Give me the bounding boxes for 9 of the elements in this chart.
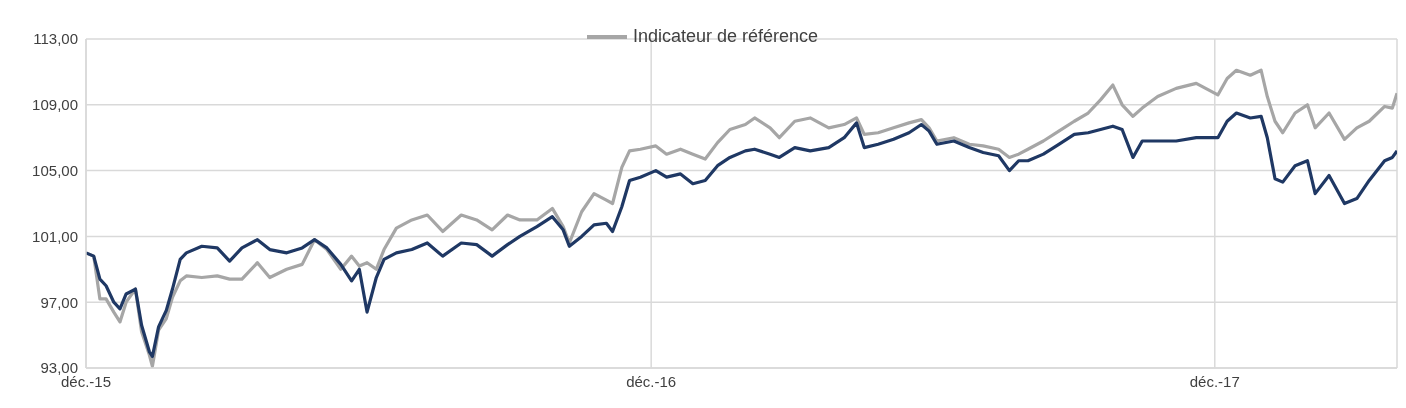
y-tick-label: 101,00 xyxy=(32,227,78,245)
y-tick-label: 109,00 xyxy=(32,96,78,114)
y-tick-label: 97,00 xyxy=(40,293,78,311)
y-tick-label: 113,00 xyxy=(33,30,78,48)
x-tick-label: déc.-16 xyxy=(626,372,677,390)
legend-label: Indicateur de référence xyxy=(632,26,819,47)
x-tick-label: déc.-17 xyxy=(1189,372,1240,390)
y-tick-label: 105,00 xyxy=(32,161,78,179)
line-series xyxy=(86,111,1397,359)
